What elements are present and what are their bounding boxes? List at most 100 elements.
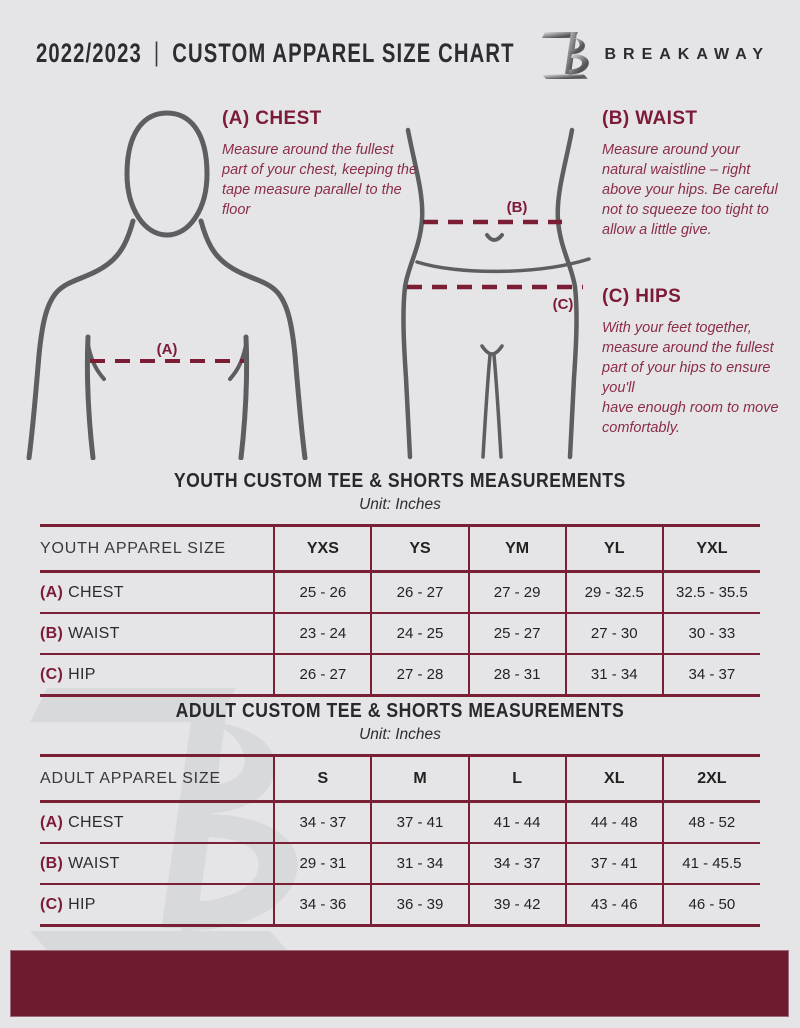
adult-section-title: ADULT CUSTOM TEE & SHORTS MEASUREMENTS <box>175 700 625 722</box>
cell-value: 27 - 29 <box>467 571 566 613</box>
cell-value: 37 - 41 <box>370 801 469 843</box>
waist-instruction: (B) WAIST Measure around your natural wa… <box>602 108 780 240</box>
youth-section-title: YOUTH CUSTOM TEE & SHORTS MEASUREMENTS <box>174 470 626 492</box>
head-outline <box>124 110 210 238</box>
youth-size-table: YOUTH APPAREL SIZE YXS YS YM YL YXL (A) C… <box>40 524 760 697</box>
column-header: YL <box>564 525 663 573</box>
page-header: 2022/2023 | CUSTOM APPAREL SIZE CHART <box>0 0 800 95</box>
row-label: (A) CHEST <box>40 583 124 601</box>
cell-value: 41 - 45.5 <box>661 842 760 884</box>
cell-value: 29 - 32.5 <box>564 571 663 613</box>
season-label: 2022/2023 <box>36 38 142 68</box>
brand-name: BREAKAWAY <box>604 46 770 63</box>
cell-value: 31 - 34 <box>564 653 663 696</box>
row-label: (A) CHEST <box>40 813 124 831</box>
table-row: (A) CHEST 25 - 26 26 - 27 27 - 29 29 - 32… <box>40 571 760 613</box>
cell-value: 30 - 33 <box>661 612 760 654</box>
footer-bar <box>10 950 789 1017</box>
upper-body-figure: (A) <box>26 110 308 460</box>
table-row: (B) WAIST 29 - 31 31 - 34 34 - 37 37 - 41… <box>40 842 760 884</box>
youth-unit-label: Unit: Inches <box>359 496 441 513</box>
left-chest-side <box>84 334 96 460</box>
cell-value: 23 - 24 <box>273 612 372 654</box>
page-title: 2022/2023 | CUSTOM APPAREL SIZE CHART <box>36 37 515 69</box>
adult-size-table: ADULT APPAREL SIZE S M L XL 2XL (A) CHEST… <box>40 754 760 927</box>
waist-body: Measure around your natural waistline – … <box>602 142 778 238</box>
youth-header-row: YOUTH APPAREL SIZE YXS YS YM YL YXL <box>40 525 760 573</box>
waist-marker-label: (B) <box>507 199 528 216</box>
adult-header-row: ADULT APPAREL SIZE S M L XL 2XL <box>40 755 760 803</box>
table-row: (C) HIP 26 - 27 27 - 28 28 - 31 31 - 34 3… <box>40 653 760 696</box>
column-header: 2XL <box>661 755 760 803</box>
breakaway-logo-icon <box>542 32 590 79</box>
title-text: CUSTOM APPAREL SIZE CHART <box>172 38 515 68</box>
column-header: YS <box>370 525 469 573</box>
hips-instruction: (C) HIPS With your feet together, measur… <box>602 286 786 438</box>
table-row: (B) WAIST 23 - 24 24 - 25 25 - 27 27 - 30… <box>40 612 760 654</box>
cell-value: 39 - 42 <box>467 883 566 926</box>
cell-value: 36 - 39 <box>370 883 469 926</box>
cell-value: 44 - 48 <box>564 801 663 843</box>
lower-body-figure: (B) (C) <box>401 127 591 460</box>
hips-body: With your feet together, measure around … <box>602 320 779 436</box>
adult-unit-label: Unit: Inches <box>359 726 441 743</box>
cell-value: 34 - 37 <box>661 653 760 696</box>
right-inner-leg <box>492 353 503 459</box>
column-header: ADULT APPAREL SIZE <box>40 755 275 803</box>
column-header: XL <box>564 755 663 803</box>
cell-value: 28 - 31 <box>467 653 566 696</box>
left-inner-leg <box>481 353 492 459</box>
brand-block: BREAKAWAY <box>542 24 770 82</box>
row-label: (B) WAIST <box>40 612 275 654</box>
cell-value: 27 - 28 <box>370 653 469 696</box>
right-torso-leg <box>555 127 579 460</box>
cell-value: 25 - 26 <box>273 571 372 613</box>
row-label: (C) HIP <box>40 883 275 926</box>
cell-value: 25 - 27 <box>467 612 566 654</box>
row-label: (B) WAIST <box>40 842 275 884</box>
cell-value: 34 - 37 <box>273 801 372 843</box>
right-chest-side <box>238 334 250 460</box>
navel <box>485 233 504 242</box>
cell-value: 32.5 - 35.5 <box>661 571 760 613</box>
cell-value: 29 - 31 <box>273 842 372 884</box>
hips-marker-label: (C) <box>553 296 574 313</box>
hip-crease <box>415 257 591 274</box>
cell-value: 46 - 50 <box>661 883 760 926</box>
cell-value: 27 - 30 <box>564 612 663 654</box>
cell-value: 34 - 36 <box>273 883 372 926</box>
title-separator: | <box>153 37 161 67</box>
cell-value: 43 - 46 <box>564 883 663 926</box>
chest-body: Measure around the fullest part of your … <box>222 142 418 218</box>
column-header: L <box>467 755 566 803</box>
right-armpit <box>228 343 248 381</box>
table-row: (C) HIP 34 - 36 36 - 39 39 - 42 43 - 46 4… <box>40 883 760 926</box>
column-header: YXL <box>661 525 760 573</box>
cell-value: 41 - 44 <box>467 801 566 843</box>
crotch <box>480 344 504 356</box>
chest-instruction: (A) CHEST Measure around the fullest par… <box>222 108 418 220</box>
cell-value: 24 - 25 <box>370 612 469 654</box>
chest-heading: (A) CHEST <box>222 108 322 129</box>
column-header: YXS <box>273 525 372 573</box>
left-torso-leg <box>401 127 425 460</box>
cell-value: 37 - 41 <box>564 842 663 884</box>
cell-value: 48 - 52 <box>661 801 760 843</box>
hips-heading: (C) HIPS <box>602 286 682 307</box>
column-header: YOUTH APPAREL SIZE <box>40 525 275 573</box>
column-header: S <box>273 755 372 803</box>
table-row: (A) CHEST 34 - 37 37 - 41 41 - 44 44 - 48… <box>40 801 760 843</box>
cell-value: 34 - 37 <box>467 842 566 884</box>
cell-value: 31 - 34 <box>370 842 469 884</box>
right-shoulder-arm <box>198 218 308 460</box>
column-header: YM <box>467 525 566 573</box>
cell-value: 26 - 27 <box>370 571 469 613</box>
cell-value: 26 - 27 <box>273 653 372 696</box>
chest-marker-label: (A) <box>157 341 178 358</box>
left-shoulder-arm <box>26 218 136 460</box>
left-armpit <box>86 343 106 381</box>
row-label: (C) HIP <box>40 653 275 696</box>
column-header: M <box>370 755 469 803</box>
waist-heading: (B) WAIST <box>602 108 698 129</box>
